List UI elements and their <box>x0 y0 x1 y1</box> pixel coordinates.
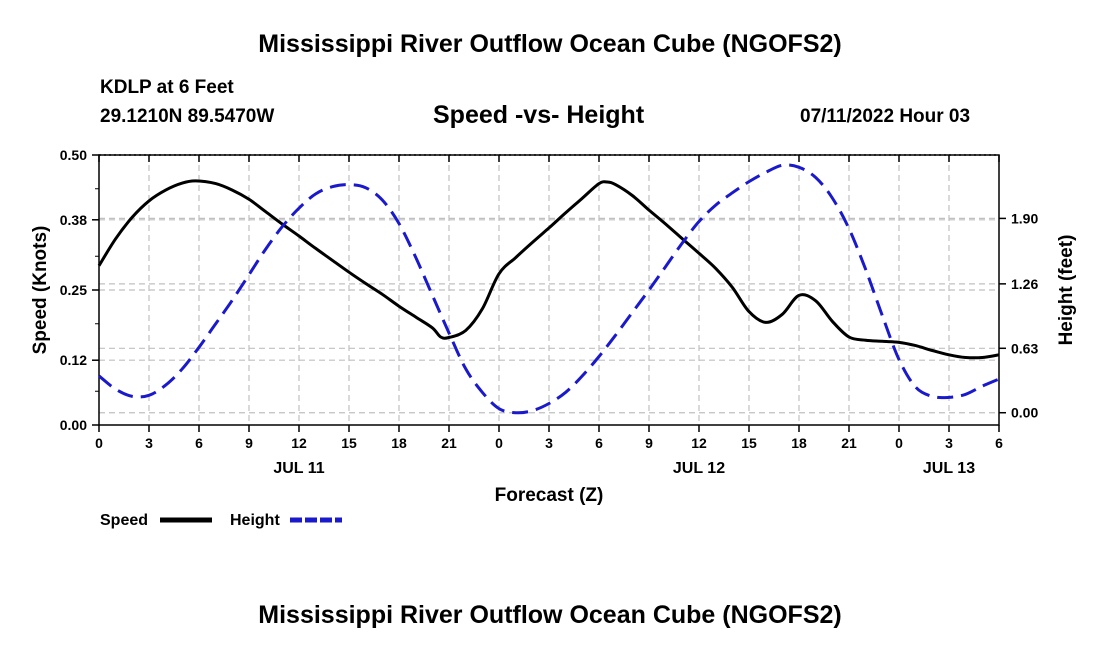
x-tick-label: 12 <box>691 435 707 451</box>
y2-tick-label: 0.63 <box>1011 340 1038 356</box>
footer-title: Mississippi River Outflow Ocean Cube (NG… <box>258 601 842 629</box>
ticks-layer <box>92 154 1006 432</box>
x-axis-label: Forecast (Z) <box>495 485 604 506</box>
date-label: JUL 13 <box>923 460 975 477</box>
date-label: JUL 11 <box>273 460 324 477</box>
x-tick-label: 6 <box>595 435 603 451</box>
y-tick-label: 0.12 <box>60 352 87 368</box>
y2-tick-label: 1.26 <box>1011 276 1038 292</box>
legend-height-label: Height <box>230 512 280 529</box>
station-label: KDLP at 6 Feet <box>100 77 234 98</box>
y2-tick-label: 1.90 <box>1011 210 1038 226</box>
x-tick-label: 3 <box>945 435 953 451</box>
x-tick-label: 21 <box>841 435 857 451</box>
forecast-datetime: 07/11/2022 Hour 03 <box>800 106 971 127</box>
x-tick-label: 0 <box>895 435 903 451</box>
legend-speed-label: Speed <box>100 512 148 529</box>
x-tick-label: 15 <box>341 435 357 451</box>
station-coordinates: 29.1210N 89.5470W <box>100 106 275 127</box>
y-tick-label: 0.00 <box>60 417 87 433</box>
x-tick-label: 3 <box>145 435 153 451</box>
x-tick-label: 6 <box>195 435 203 451</box>
y-tick-label: 0.38 <box>60 212 87 228</box>
y-tick-label: 0.25 <box>60 282 87 298</box>
x-tick-label: 12 <box>291 435 307 451</box>
x-tick-label: 0 <box>95 435 103 451</box>
y-tick-label: 0.50 <box>60 147 87 163</box>
y2-axis-label: Height (feet) <box>1056 235 1077 346</box>
x-tick-label: 9 <box>245 435 253 451</box>
labels-layer: 0 3 6 9 12 15 18 21 0 3 6 9 12 15 18 21 0 3 6 JUL 11 JUL 12 J… <box>60 147 1039 477</box>
x-tick-label: 21 <box>441 435 457 451</box>
x-tick-label: 3 <box>545 435 553 451</box>
grid-layer <box>99 155 999 425</box>
y-axis-label: Speed (Knots) <box>30 226 51 355</box>
x-tick-label: 18 <box>791 435 807 451</box>
x-tick-label: 15 <box>741 435 757 451</box>
x-tick-label: 6 <box>995 435 1003 451</box>
speed-series-line <box>97 179 1000 360</box>
date-label: JUL 12 <box>673 460 725 477</box>
chart-title: Mississippi River Outflow Ocean Cube (NG… <box>258 30 842 58</box>
y2-tick-label: 0.00 <box>1011 405 1038 421</box>
x-tick-label: 18 <box>391 435 407 451</box>
x-tick-label: 9 <box>645 435 653 451</box>
chart-subtitle: Speed -vs- Height <box>433 101 645 129</box>
x-tick-label: 0 <box>495 435 503 451</box>
height-series-line <box>98 163 1000 415</box>
